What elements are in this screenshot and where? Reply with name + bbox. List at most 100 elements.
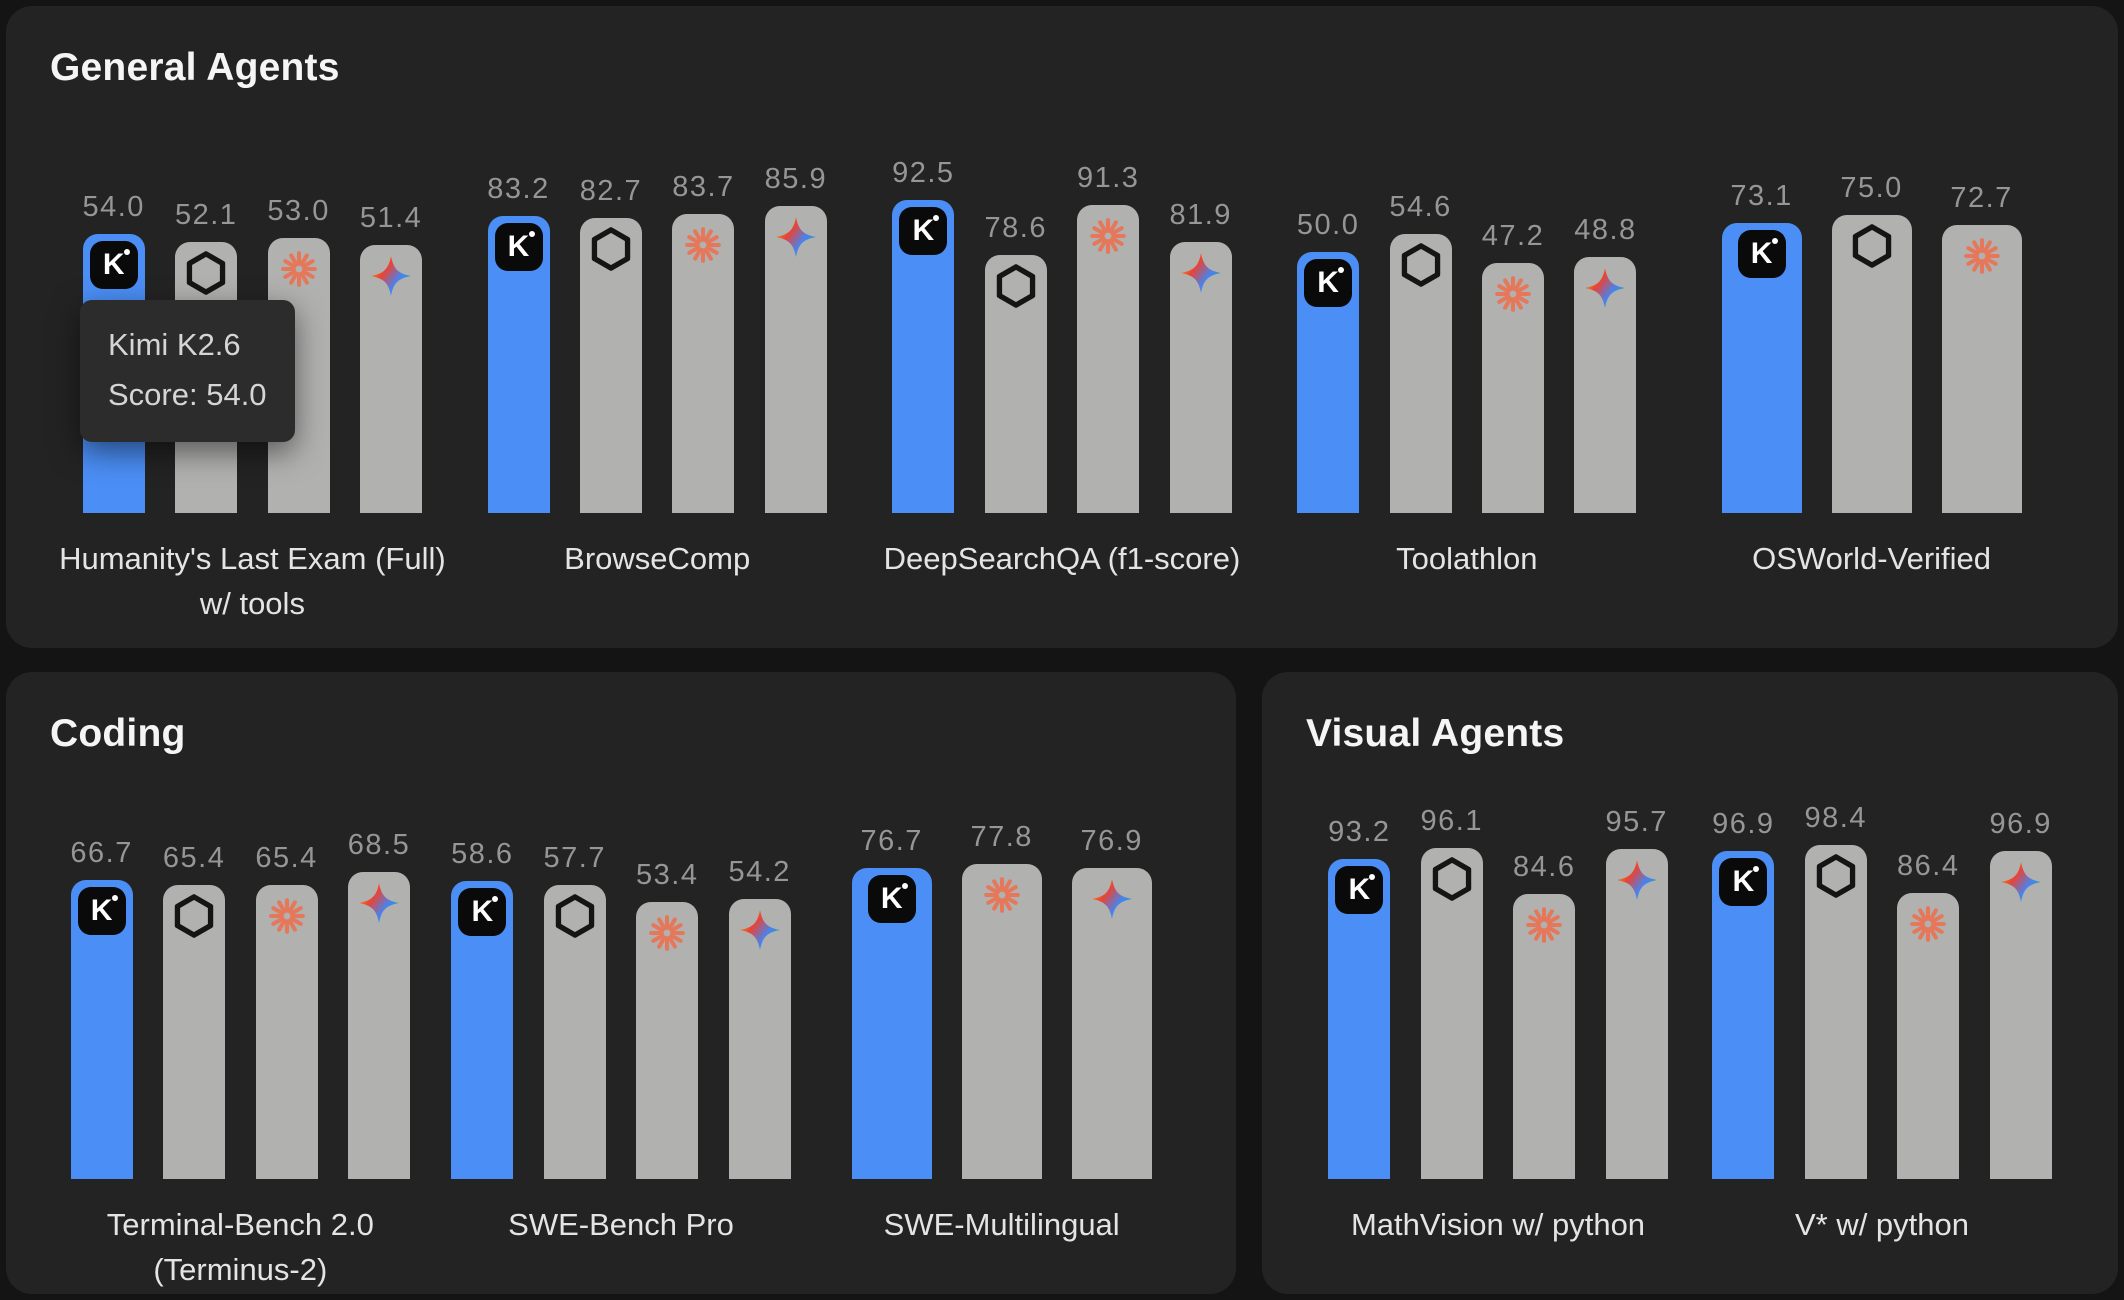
bar-value-label: 50.0 [1296,209,1360,241]
openai-logo-icon [170,892,218,940]
score-bar-gemini[interactable] [1574,257,1637,513]
bar-column: 72.7 [1941,182,2022,513]
bar-column: 83.2 K [487,173,550,513]
score-bar-kimi[interactable]: K [1721,223,1802,513]
bar-column: 48.8 [1574,214,1637,513]
score-bar-gemini[interactable] [1605,849,1668,1179]
bar-value-label: 58.6 [451,838,514,870]
score-bar-gemini[interactable] [348,872,410,1179]
bar-column: 47.2 [1482,220,1544,513]
bar-column: 96.9 K [1712,808,1775,1179]
bar-column: 73.1 K [1721,180,1802,513]
anthropic-logo-icon [1904,900,1952,948]
score-bar-openai[interactable] [1831,215,1912,513]
bar-column: 65.4 [255,842,318,1179]
bar-column: 57.7 [544,842,606,1179]
bar-column: 95.7 [1605,806,1668,1179]
score-bar-kimi[interactable]: K [1328,859,1391,1179]
anthropic-logo-icon [1520,901,1568,949]
score-bar-gemini[interactable] [1989,851,2052,1179]
bar-group: 93.2 K 96.1 84.6 95.7 [1306,801,1690,1179]
score-bar-openai[interactable] [163,885,226,1179]
charts-row: 66.7 K 65.4 65.4 68.5 Terminal-Bench 2.0 (Ter… [50,801,1192,1293]
score-bar-openai[interactable] [1420,848,1483,1179]
openai-logo-icon [587,225,635,273]
bar-group: 58.6 K 57.7 53.4 54.2 [431,801,812,1179]
score-bar-openai[interactable] [1389,234,1452,513]
anthropic-logo-icon [679,221,727,269]
bar-column: 82.7 [580,175,642,513]
score-bar-anthropic[interactable] [255,885,318,1179]
openai-logo-icon [1397,241,1445,289]
score-bar-gemini[interactable] [1071,868,1152,1179]
bar-value-label: 95.7 [1605,806,1668,838]
score-bar-kimi[interactable]: K [1297,252,1360,513]
score-bar-anthropic[interactable] [1482,263,1544,513]
openai-logo-icon [1812,852,1860,900]
panel-visual-agents: Visual Agents 93.2 K 96.1 84.6 95.7 MathVisio… [1262,672,2118,1294]
benchmark-chart: 66.7 K 65.4 65.4 68.5 Terminal-Bench 2.0 (Ter… [50,801,431,1293]
bar-column: 76.9 [1071,825,1152,1179]
bar-value-label: 84.6 [1513,851,1576,883]
bar-value-label: 72.7 [1950,182,2013,214]
benchmark-label: BrowseComp [564,541,751,576]
score-bar-gemini[interactable] [764,206,827,513]
score-bar-kimi[interactable]: K [70,880,133,1179]
benchmark-chart: 73.1 K 75.0 72.7 OSWorld-Verified [1669,135,2074,627]
score-bar-anthropic[interactable] [636,902,699,1179]
score-bar-gemini[interactable] [1169,242,1232,513]
gemini-logo-icon [1581,264,1629,312]
score-bar-anthropic[interactable] [1513,894,1576,1179]
bar-value-label: 54.6 [1389,191,1452,223]
score-bar-anthropic[interactable] [1897,893,1960,1179]
score-bar-openai[interactable] [543,885,606,1179]
bar-value-label: 52.1 [174,199,238,231]
bar-value-label: 73.1 [1730,180,1793,212]
openai-logo-icon [551,892,599,940]
kimi-logo-icon: K [1335,866,1384,914]
tooltip-model-name: Kimi K2.6 [108,327,241,362]
bar-group: 76.7 K 77.8 76.9 [811,801,1192,1179]
bar-column: 81.9 [1169,199,1232,513]
bar-value-label: 96.9 [1989,808,2052,840]
bar-value-label: 98.4 [1804,802,1867,834]
score-bar-kimi[interactable]: K [487,216,550,513]
gemini-logo-icon [736,906,784,954]
kimi-logo-icon: K [458,888,507,936]
bar-value-label: 76.9 [1080,825,1143,857]
score-bar-gemini[interactable] [728,899,791,1179]
panel-title-visual-agents: Visual Agents [1306,712,1565,755]
bar-value-label: 53.4 [636,859,699,891]
anthropic-logo-icon [275,245,323,293]
bar-value-label: 92.5 [892,157,955,189]
kimi-logo-icon: K [1737,230,1786,278]
score-bar-anthropic[interactable] [672,214,735,513]
bar-column: 54.2 [728,856,791,1179]
score-bar-kimi[interactable]: K [851,868,932,1179]
bar-column: 51.4 [360,202,423,513]
panel-coding: Coding 66.7 K 65.4 65.4 68.5 Terminal-Bench 2… [6,672,1236,1294]
bar-column: 78.6 [985,212,1047,513]
score-bar-kimi[interactable]: K [1712,851,1775,1179]
bar-value-label: 91.3 [1076,162,1140,194]
score-bar-openai[interactable] [1804,845,1867,1179]
bar-value-label: 65.4 [255,842,318,874]
bar-column: 77.8 [961,821,1042,1179]
score-bar-anthropic[interactable] [1077,205,1140,513]
bar-value-label: 57.7 [543,842,606,874]
score-bar-kimi[interactable]: K [451,881,514,1179]
bar-column: 86.4 [1897,850,1960,1179]
score-bar-openai[interactable] [984,255,1047,513]
score-bar-kimi[interactable]: K [892,200,955,513]
bar-value-label: 93.2 [1328,816,1391,848]
gemini-logo-icon [367,252,415,300]
score-bar-anthropic[interactable] [961,864,1042,1179]
charts-row: 54.0 K 52.1 53.0 51.4 Humanity's Last Exam (F… [50,135,2074,627]
benchmark-chart: 76.7 K 77.8 76.9 SWE-Multilingual [811,801,1192,1293]
gemini-logo-icon [1088,875,1136,923]
score-bar-gemini[interactable] [360,245,423,513]
score-bar-anthropic[interactable] [1941,225,2022,513]
bar-column: 84.6 [1513,851,1576,1179]
kimi-logo-icon: K [89,241,138,289]
score-bar-openai[interactable] [579,218,642,513]
